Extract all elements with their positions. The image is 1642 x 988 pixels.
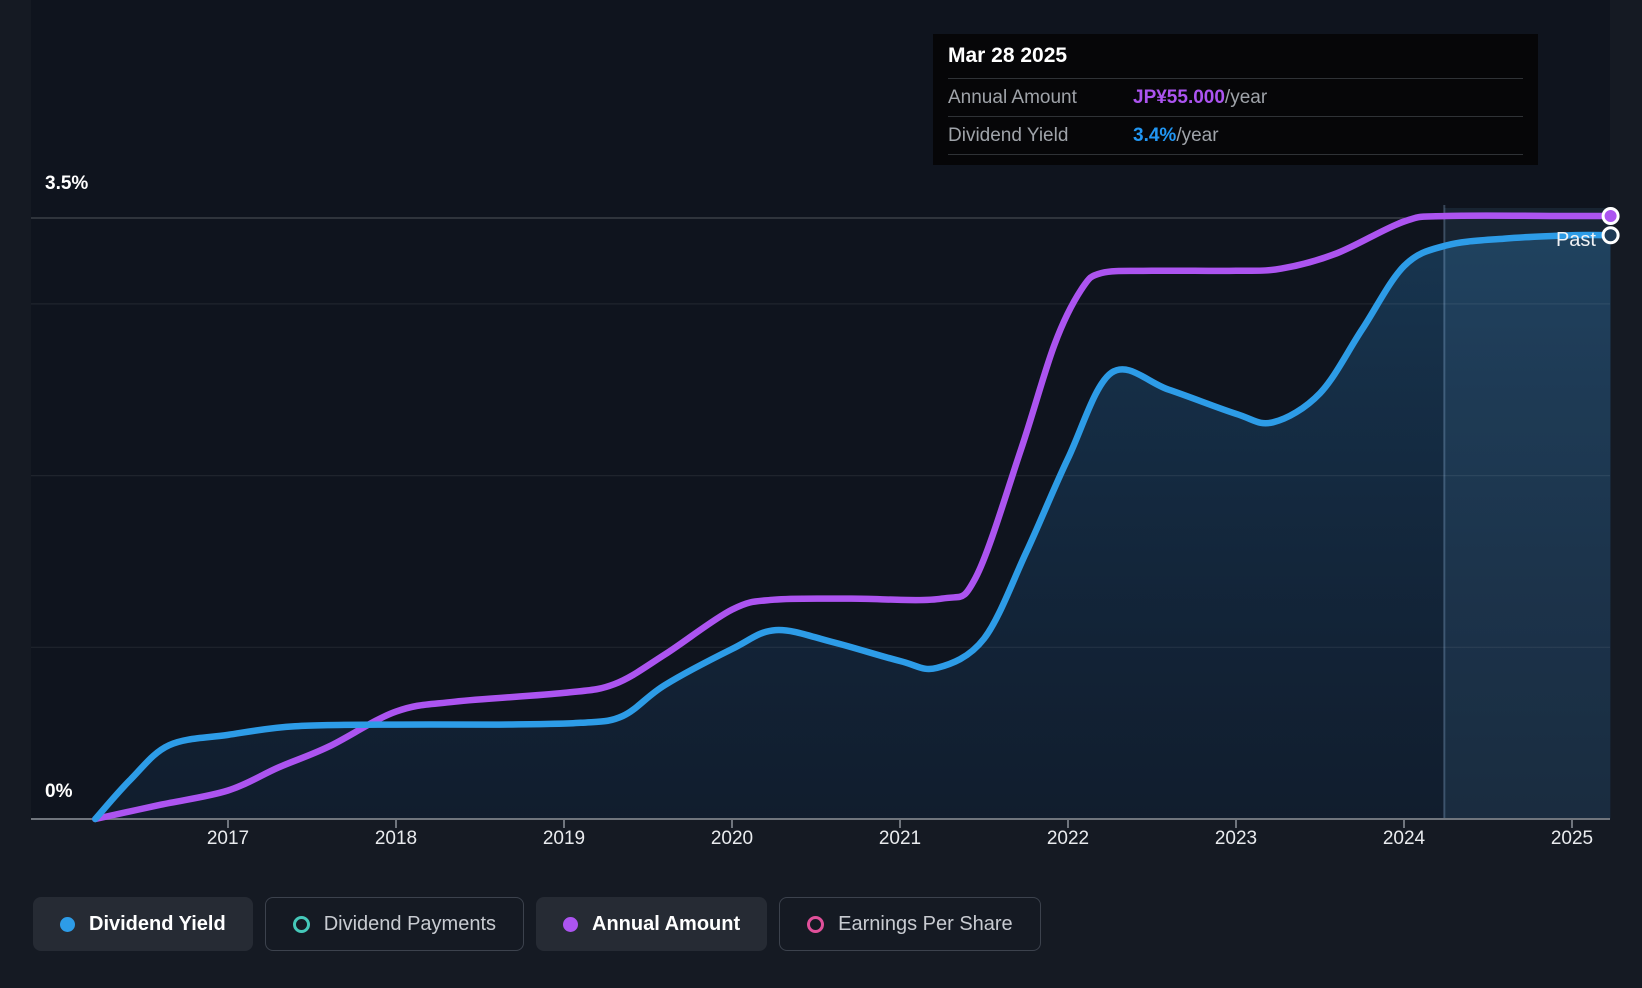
annual-amount-end-marker — [1601, 207, 1620, 225]
tooltip-date: Mar 28 2025 — [948, 44, 1068, 67]
legend-item-label: Annual Amount — [592, 912, 741, 935]
chart-tooltip: Mar 28 2025 Annual Amount JP¥55.000/year… — [933, 34, 1538, 165]
tooltip-row-value: JP¥55.000 — [1133, 86, 1225, 108]
x-axis-ticks — [227, 819, 1573, 828]
x-axis-label-2024: 2024 — [1382, 828, 1426, 849]
past-year-highlight — [1444, 208, 1610, 819]
past-label: Past — [1555, 229, 1596, 251]
chart-legend: Dividend Yield Dividend Payments Annual Am… — [33, 897, 1041, 951]
dividend-yield-line — [92, 231, 1614, 823]
tooltip-row: Annual Amount JP¥55.000/year — [948, 78, 1523, 116]
legend-item-dividend-payments[interactable]: Dividend Payments — [264, 897, 525, 951]
x-axis-label-2019: 2019 — [542, 828, 586, 849]
x-axis-label-2020: 2020 — [710, 828, 754, 849]
x-axis-label-2023: 2023 — [1214, 828, 1258, 849]
x-axis-label-2021: 2021 — [878, 828, 922, 849]
legend-item-label: Dividend Yield — [89, 912, 226, 935]
x-axis-label-2018: 2018 — [374, 828, 418, 849]
legend-item-earnings-per-share[interactable]: Earnings Per Share — [779, 897, 1041, 951]
y-axis-label-max: 3.5% — [45, 173, 89, 194]
tooltip-row: Dividend Yield 3.4%/year — [948, 116, 1523, 155]
yield-area-fill — [95, 234, 1611, 819]
legend-marker-icon — [807, 915, 825, 933]
annual-amount-line — [92, 212, 1614, 823]
legend-item-label: Earnings Per Share — [838, 912, 1013, 935]
x-axis-label-2025: 2025 — [1550, 828, 1594, 849]
dividend-yield-end-marker — [1601, 226, 1620, 245]
y-axis-label-zero: 0% — [45, 781, 73, 802]
legend-marker-icon — [60, 916, 75, 932]
legend-item-label: Dividend Payments — [323, 912, 497, 935]
gridlines — [31, 217, 1610, 648]
legend-item-annual-amount[interactable]: Annual Amount — [536, 897, 768, 951]
x-axis-label-2022: 2022 — [1046, 828, 1090, 849]
tooltip-row-label: Dividend Yield — [948, 124, 1069, 146]
tooltip-row-value: 3.4% — [1133, 124, 1177, 146]
tooltip-row-suffix: /year — [1224, 86, 1268, 108]
x-axis-label-2017: 2017 — [206, 828, 250, 849]
legend-marker-icon — [292, 915, 310, 933]
legend-marker-icon — [563, 916, 579, 932]
tooltip-row-suffix: /year — [1176, 124, 1219, 146]
legend-item-dividend-yield[interactable]: Dividend Yield — [33, 897, 253, 951]
tooltip-row-label: Annual Amount — [948, 86, 1077, 108]
